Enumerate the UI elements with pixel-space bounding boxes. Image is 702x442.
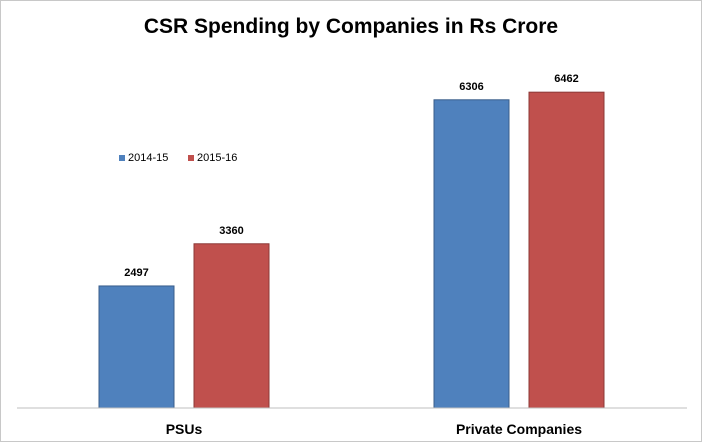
legend-item-2015-16: 2015-16 — [188, 152, 237, 164]
legend-label: 2014-15 — [128, 152, 169, 164]
x-tick-label: Private Companies — [456, 421, 582, 437]
legend-swatch — [119, 155, 125, 161]
legend-swatch — [188, 155, 194, 161]
data-label: 6306 — [459, 81, 483, 93]
bar-psus-2015-16 — [193, 243, 270, 409]
data-label: 3360 — [219, 225, 243, 237]
data-label: 2497 — [124, 267, 148, 279]
x-tick-label: PSUs — [166, 421, 203, 437]
bar-private-companies-2015-16 — [528, 91, 605, 409]
bar-private-companies-2014-15 — [433, 99, 510, 409]
legend-label: 2015-16 — [197, 152, 238, 164]
bar-psus-2014-15 — [98, 285, 175, 409]
chart-title: CSR Spending by Companies in Rs Crore — [143, 15, 559, 38]
data-label: 6462 — [554, 73, 578, 85]
legend-item-2014-15: 2014-15 — [119, 152, 168, 164]
